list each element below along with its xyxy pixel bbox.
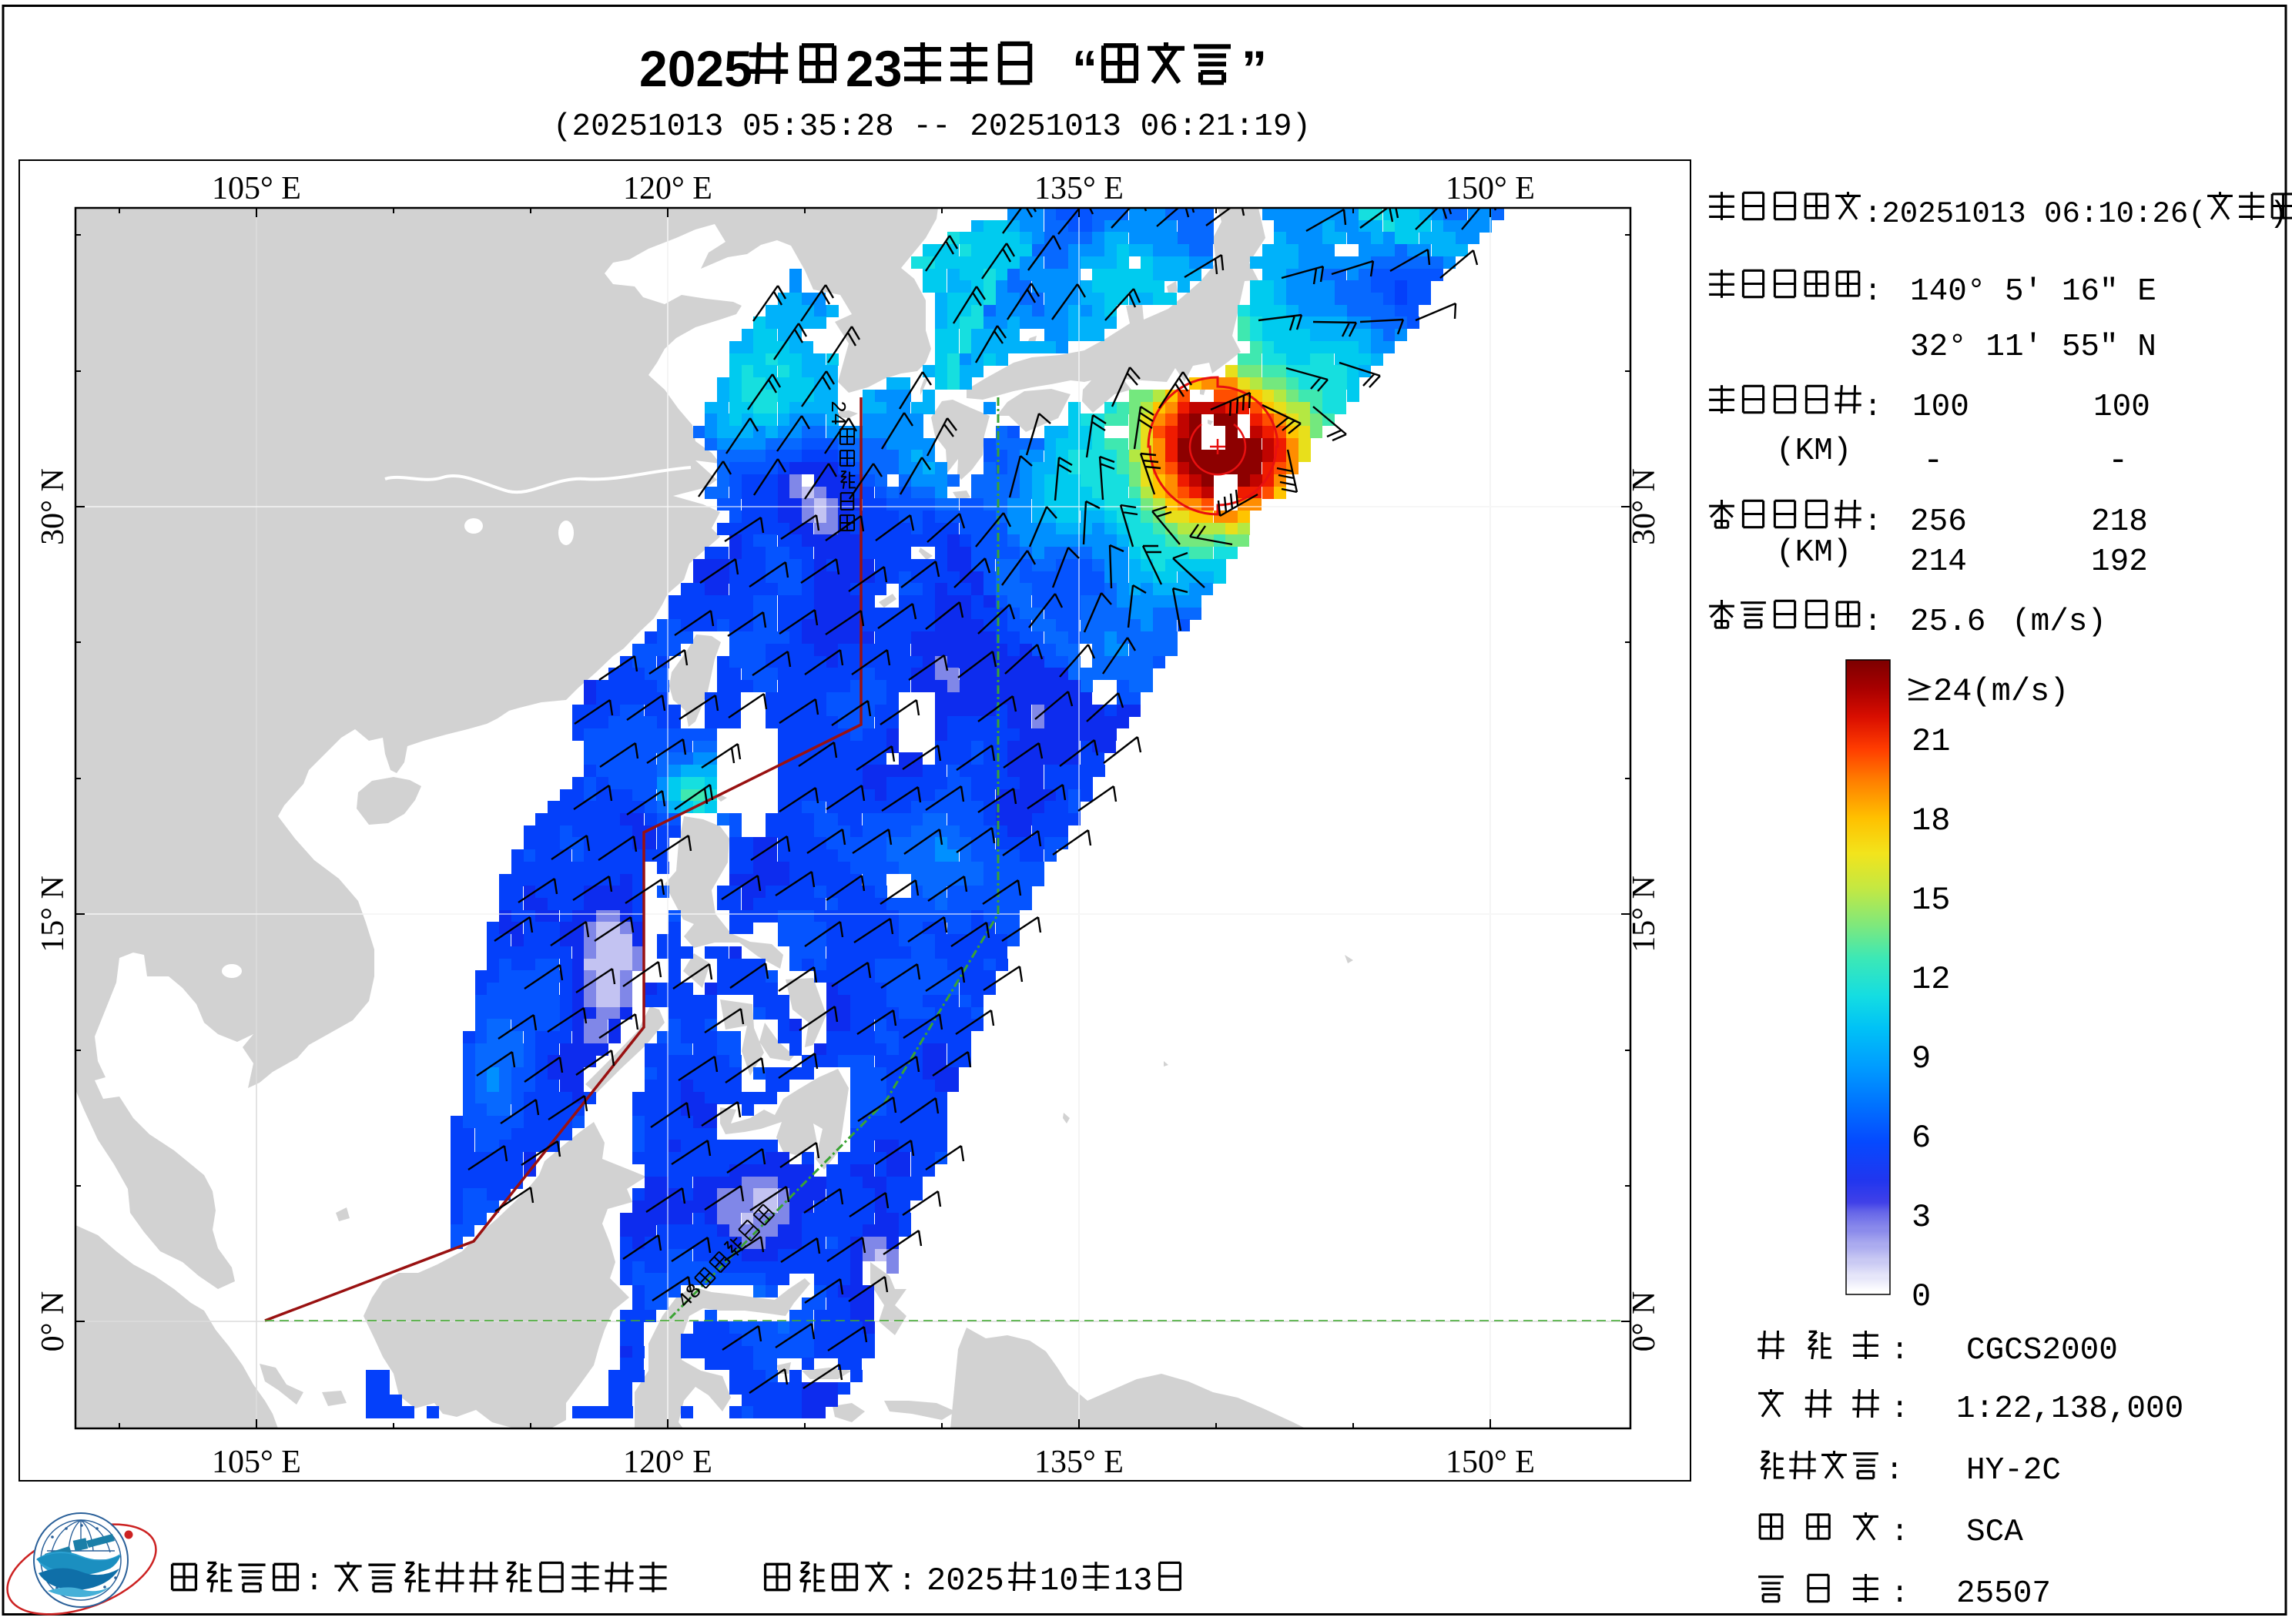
svg-text:135° E: 135° E [1034, 171, 1124, 206]
svg-text:100: 100 [1912, 390, 1969, 425]
svg-text:18: 18 [1912, 802, 1950, 839]
svg-text:SCA: SCA [1966, 1515, 2023, 1550]
svg-text:135° E: 135° E [1034, 1445, 1124, 1480]
svg-text:100: 100 [2093, 390, 2150, 425]
svg-text:25507: 25507 [1956, 1576, 2051, 1612]
svg-text::: : [1891, 1577, 1908, 1611]
svg-text::: : [1864, 505, 1882, 539]
svg-text:10: 10 [1040, 1562, 1078, 1599]
svg-text:23: 23 [846, 40, 902, 97]
svg-text::: : [1885, 1454, 1903, 1488]
svg-text:214: 214 [1910, 544, 1967, 580]
svg-text:”: ” [1242, 40, 1267, 97]
svg-text::: : [898, 1565, 916, 1599]
svg-text:CGCS2000: CGCS2000 [1966, 1333, 2118, 1368]
svg-text:1:22,138,000: 1:22,138,000 [1956, 1391, 2183, 1427]
svg-text:6: 6 [1912, 1120, 1931, 1157]
svg-text:(KM): (KM) [1776, 535, 1851, 571]
svg-text::: : [305, 1565, 323, 1599]
svg-text:(m/s): (m/s) [2012, 604, 2106, 640]
svg-text:150° E: 150° E [1446, 1445, 1535, 1480]
svg-text:9: 9 [1912, 1040, 1931, 1077]
svg-text:(20251013 05:35:28 -- 20251013: (20251013 05:35:28 -- 20251013 06:21:19) [553, 109, 1311, 145]
svg-text:HY-2C: HY-2C [1966, 1453, 2061, 1488]
svg-text:15: 15 [1912, 882, 1950, 919]
svg-text:): ) [2270, 197, 2287, 231]
svg-text:2025: 2025 [639, 40, 752, 97]
svg-text:12: 12 [1912, 961, 1950, 998]
svg-text:21: 21 [1912, 723, 1950, 760]
svg-text:120° E: 120° E [623, 171, 712, 206]
svg-text:140° 5' 16" E: 140° 5' 16" E [1910, 274, 2156, 310]
svg-text:30° N: 30° N [1627, 468, 1662, 545]
svg-text:2025: 2025 [927, 1562, 1004, 1599]
svg-text:30° N: 30° N [35, 468, 71, 545]
svg-text:0: 0 [1912, 1278, 1931, 1315]
svg-text:24(m/s): 24(m/s) [1933, 673, 2069, 710]
svg-text:15° N: 15° N [35, 876, 71, 953]
svg-text::: : [1864, 275, 1882, 309]
svg-text:192: 192 [2091, 544, 2148, 580]
svg-text:25.6: 25.6 [1910, 604, 1985, 640]
svg-text:0° N: 0° N [35, 1291, 71, 1352]
svg-text::: : [1891, 1515, 1908, 1549]
svg-text:120° E: 120° E [623, 1445, 712, 1480]
svg-text:13: 13 [1114, 1562, 1152, 1599]
svg-text::: : [1864, 390, 1882, 424]
svg-text:-: - [1923, 442, 1943, 481]
svg-text:(KM): (KM) [1776, 434, 1851, 469]
svg-text:24: 24 [825, 400, 848, 425]
svg-text::: : [1891, 1392, 1908, 1426]
svg-text:105° E: 105° E [212, 171, 301, 206]
svg-text::20251013 06:10:26(: :20251013 06:10:26( [1864, 197, 2207, 231]
svg-text::: : [1891, 1334, 1908, 1368]
svg-text:15° N: 15° N [1627, 876, 1662, 953]
svg-text:218: 218 [2091, 504, 2148, 540]
svg-text:0° N: 0° N [1627, 1291, 1662, 1352]
svg-text::: : [1864, 605, 1882, 639]
svg-text:256: 256 [1910, 504, 1967, 540]
svg-text:150° E: 150° E [1446, 171, 1535, 206]
svg-text:“: “ [1072, 40, 1097, 97]
svg-text:105° E: 105° E [212, 1445, 301, 1480]
svg-text:32° 11' 55" N: 32° 11' 55" N [1910, 330, 2156, 365]
svg-text:3: 3 [1912, 1199, 1931, 1236]
svg-text:-: - [2108, 442, 2128, 481]
